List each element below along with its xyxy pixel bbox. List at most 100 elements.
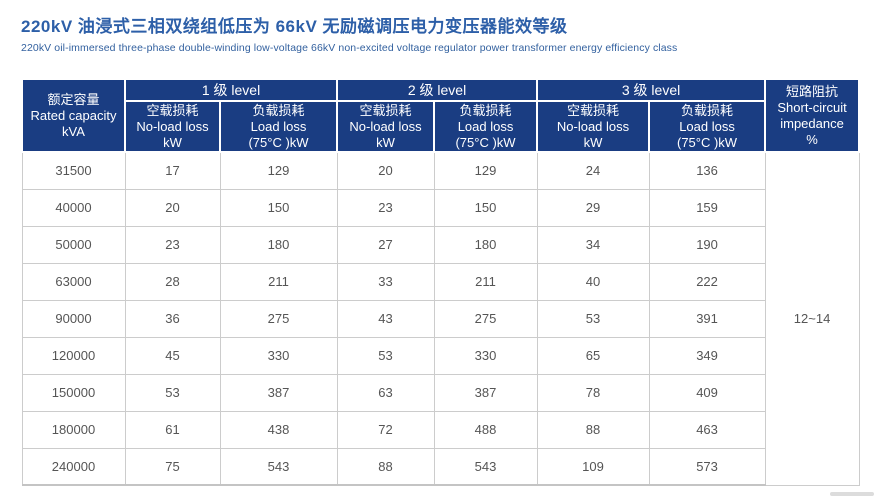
capacity-cell: 90000 [21, 299, 126, 338]
loss-value-cell: 190 [648, 225, 766, 264]
loss-value-cell: 45 [124, 336, 221, 375]
noload-header-unit: kW [583, 134, 603, 150]
loss-value-cell: 17 [124, 151, 221, 190]
loss-value-cell: 330 [433, 336, 538, 375]
group-header-level2: 2 级 level [336, 78, 539, 102]
table-row: 90000 36 275 43 275 53 391 [21, 299, 859, 338]
noload-header-unit: kW [163, 134, 182, 150]
load-header-unit: (75°C )kW [455, 134, 516, 150]
loss-value-cell: 573 [648, 447, 766, 486]
loss-value-cell: 391 [648, 299, 766, 338]
capacity-header-unit: kVA [62, 123, 85, 139]
impedance-header-cell: 短路阻抗 Short-circuit impedance % [764, 78, 861, 153]
load-header-zh: 负载损耗 [252, 102, 305, 118]
loss-value-cell: 211 [433, 262, 538, 301]
table-header: 额定容量 Rated capacity kVA 1 级 level 2 级 le… [21, 78, 861, 153]
l3-load-header-cell: 负载损耗 Load loss (75°C )kW [648, 100, 767, 153]
loss-value-cell: 43 [336, 299, 435, 338]
loss-value-cell: 63 [336, 373, 435, 412]
loss-value-cell: 387 [219, 373, 338, 412]
loss-value-cell: 88 [336, 447, 435, 486]
capacity-cell: 31500 [21, 151, 126, 190]
loss-value-cell: 53 [336, 336, 435, 375]
loss-value-cell: 65 [536, 336, 650, 375]
loss-value-cell: 23 [336, 188, 435, 227]
loss-value-cell: 27 [336, 225, 435, 264]
loss-value-cell: 211 [219, 262, 338, 301]
noload-header-zh: 空载损耗 [146, 102, 199, 118]
l3-noload-header-cell: 空载损耗 No-load loss kW [536, 100, 651, 153]
load-header-en: Load loss [250, 118, 307, 134]
sub-header-row: 空载损耗 No-load loss kW 负载损耗 Load loss (75°… [22, 100, 859, 153]
table-body: 31500 17 129 20 129 24 136 12~14 40000 20 150 23 150… [21, 151, 860, 486]
loss-value-cell: 275 [219, 299, 338, 338]
horizontal-scrollbar-fragment[interactable] [830, 492, 874, 496]
table-row: 120000 45 330 53 330 65 349 [21, 336, 859, 375]
loss-value-cell: 463 [648, 410, 766, 449]
loss-value-cell: 20 [336, 151, 435, 190]
l1-load-header-cell: 负载损耗 Load loss (75°C )kW [218, 100, 339, 153]
loss-value-cell: 109 [536, 447, 650, 486]
loss-value-cell: 24 [536, 151, 650, 190]
capacity-header-zh: 额定容量 [47, 91, 100, 107]
noload-header-en: No-load loss [136, 118, 209, 134]
l2-load-header-cell: 负载损耗 Load loss (75°C )kW [433, 100, 539, 153]
loss-value-cell: 72 [336, 410, 435, 449]
loss-value-cell: 488 [433, 410, 538, 449]
loss-value-cell: 136 [648, 151, 766, 190]
loss-value-cell: 159 [648, 188, 766, 227]
loss-value-cell: 129 [219, 151, 338, 190]
impedance-header-unit: % [806, 131, 818, 147]
load-header-en: Load loss [679, 118, 735, 134]
load-header-en: Load loss [457, 118, 514, 134]
loss-value-cell: 53 [536, 299, 650, 338]
table-row: 40000 20 150 23 150 29 159 [21, 188, 859, 227]
loss-value-cell: 36 [124, 299, 221, 338]
table-row: 63000 28 211 33 211 40 222 [21, 262, 859, 301]
page-subtitle: 220kV oil-immersed three-phase double-wi… [21, 42, 678, 54]
capacity-cell: 180000 [21, 410, 126, 449]
group-header-level3: 3 级 level [536, 78, 767, 102]
noload-header-en: No-load loss [556, 118, 630, 134]
impedance-header-en: Short-circuit impedance [777, 99, 847, 131]
page-title: 220kV 油浸式三相双绕组低压为 66kV 无励磁调压电力变压器能效等级 [21, 17, 568, 36]
capacity-cell: 240000 [21, 447, 126, 486]
loss-value-cell: 53 [124, 373, 221, 412]
table-row: 240000 75 543 88 543 109 573 [21, 447, 859, 486]
loss-value-cell: 23 [124, 225, 221, 264]
load-header-unit: (75°C )kW [248, 134, 309, 150]
loss-value-cell: 29 [536, 188, 650, 227]
noload-header-en: No-load loss [349, 118, 422, 134]
loss-value-cell: 61 [124, 410, 221, 449]
loss-value-cell: 20 [124, 188, 221, 227]
capacity-cell: 63000 [21, 262, 126, 301]
noload-header-zh: 空载损耗 [567, 102, 620, 118]
loss-value-cell: 543 [219, 447, 338, 486]
loss-value-cell: 40 [536, 262, 650, 301]
load-header-zh: 负载损耗 [681, 102, 734, 118]
table-row: 150000 53 387 63 387 78 409 [21, 373, 859, 412]
loss-value-cell: 150 [219, 188, 338, 227]
impedance-value-cell: 12~14 [764, 151, 860, 486]
load-header-zh: 负载损耗 [459, 102, 512, 118]
loss-value-cell: 330 [219, 336, 338, 375]
noload-header-zh: 空载损耗 [359, 102, 412, 118]
table-row: 50000 23 180 27 180 34 190 [21, 225, 859, 264]
capacity-cell: 40000 [21, 188, 126, 227]
loss-value-cell: 78 [536, 373, 650, 412]
loss-value-cell: 33 [336, 262, 435, 301]
capacity-cell: 50000 [21, 225, 126, 264]
loss-value-cell: 438 [219, 410, 338, 449]
capacity-cell: 150000 [21, 373, 126, 412]
loss-value-cell: 75 [124, 447, 221, 486]
loss-value-cell: 387 [433, 373, 538, 412]
l1-noload-header-cell: 空载损耗 No-load loss kW [124, 100, 221, 153]
table-row: 180000 61 438 72 488 88 463 [21, 410, 859, 449]
loss-value-cell: 180 [219, 225, 338, 264]
loss-value-cell: 150 [433, 188, 538, 227]
impedance-header-zh: 短路阻抗 [786, 83, 839, 99]
capacity-header-en: Rated capacity [30, 107, 117, 123]
loss-value-cell: 349 [648, 336, 766, 375]
loss-value-cell: 275 [433, 299, 538, 338]
